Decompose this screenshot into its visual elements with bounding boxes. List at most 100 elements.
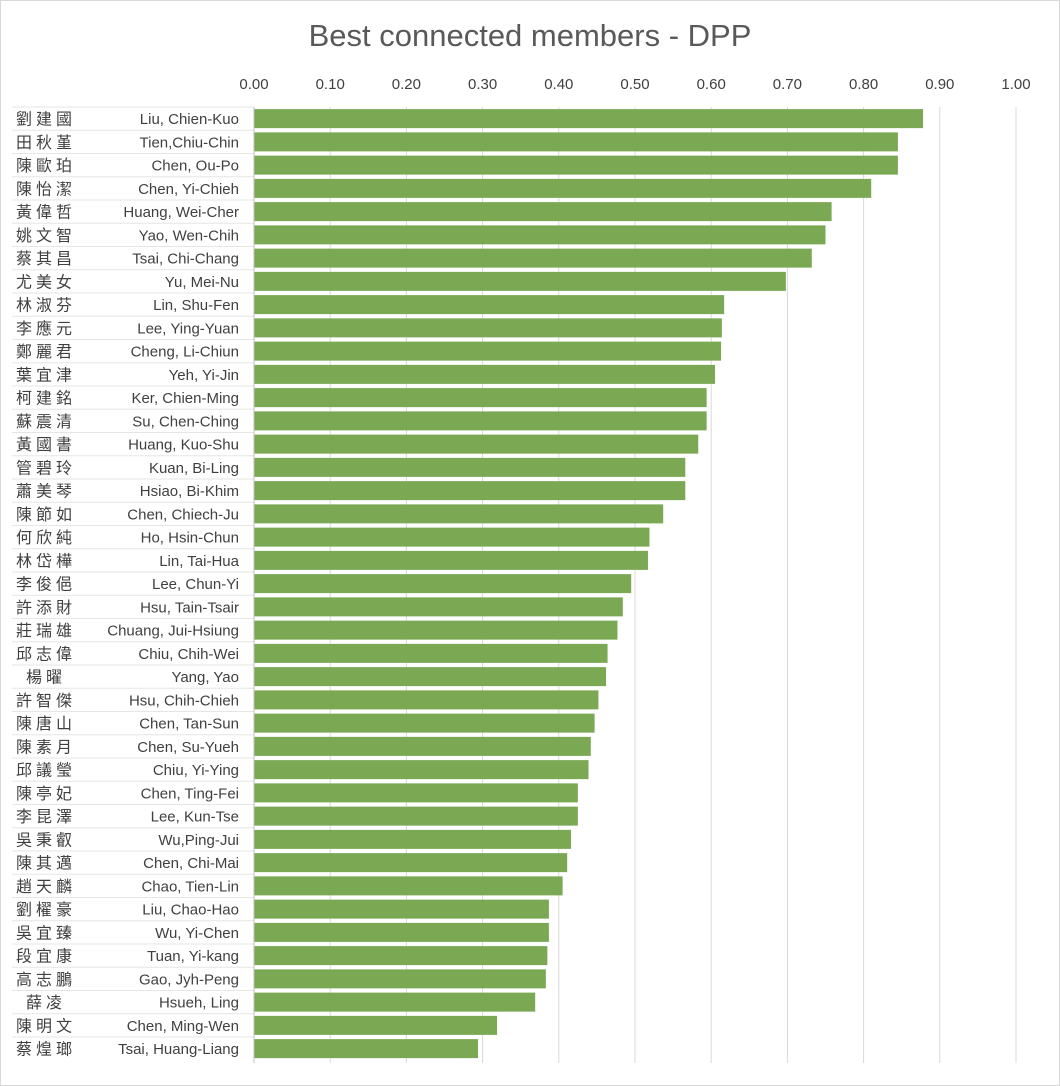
chinese-name-label: 姚文智	[16, 226, 76, 245]
category-label: Tsai, Huang-Liang	[118, 1041, 239, 1058]
chinese-name-label: 蔡其昌	[16, 249, 76, 268]
category-label: Lee, Kun-Tse	[151, 809, 239, 826]
bar	[254, 853, 568, 873]
chinese-name-label: 許智傑	[16, 691, 76, 710]
category-label: Huang, Kuo-Shu	[128, 437, 239, 454]
chinese-name-label: 黃偉哲	[16, 203, 76, 222]
category-label: Chen, Tan-Sun	[139, 716, 239, 733]
bar	[254, 132, 898, 152]
category-label: Chen, Yi-Chieh	[138, 181, 239, 198]
chinese-name-label: 何欣純	[16, 528, 76, 547]
x-tick-label: 0.10	[316, 76, 345, 93]
category-label: Hsiao, Bi-Khim	[140, 483, 239, 500]
chinese-name-label: 林淑芬	[16, 296, 76, 315]
category-label: Lin, Tai-Hua	[159, 553, 239, 570]
chinese-name-label: 鄭麗君	[16, 342, 76, 361]
bar	[254, 829, 571, 849]
bar	[254, 574, 632, 594]
chinese-name-label: 蘇震清	[16, 412, 76, 431]
category-label: Lin, Shu-Fen	[153, 297, 239, 314]
chinese-name-label: 陳歐珀	[16, 156, 76, 175]
bar	[254, 899, 549, 919]
chinese-name-label: 蕭美琴	[16, 482, 76, 501]
chinese-name-label: 葉宜津	[16, 365, 76, 384]
bar	[254, 341, 722, 361]
chinese-name-labels: 劉建國田秋堇陳歐珀陳怡潔黃偉哲姚文智蔡其昌尤美女林淑芬李應元鄭麗君葉宜津柯建銘蘇…	[16, 110, 76, 1059]
bar	[254, 109, 924, 129]
chinese-name-label: 黃國書	[16, 435, 76, 454]
bar	[254, 155, 898, 175]
chinese-name-label: 陳其邁	[16, 854, 76, 873]
bar	[254, 481, 686, 501]
chinese-name-label: 尤美女	[16, 272, 76, 291]
bar	[254, 643, 608, 663]
category-label: Chen, Chi-Mai	[143, 855, 239, 872]
chinese-name-label: 陳怡潔	[16, 179, 76, 198]
bar	[254, 597, 623, 617]
chinese-name-label: 吳秉叡	[16, 830, 76, 849]
chinese-name-label: 薛凌	[26, 993, 66, 1012]
bar	[254, 736, 591, 756]
bar	[254, 364, 716, 384]
x-tick-label: 0.60	[697, 76, 726, 93]
category-label: Cheng, Li-Chiun	[131, 344, 239, 361]
chinese-name-label: 邱議瑩	[16, 761, 76, 780]
category-label: Ker, Chien-Ming	[131, 390, 239, 407]
bar	[254, 620, 618, 640]
category-label: Liu, Chao-Hao	[142, 902, 239, 919]
chinese-name-label: 田秋堇	[16, 133, 76, 152]
category-label: Lee, Chun-Yi	[152, 576, 239, 593]
bars	[254, 109, 924, 1059]
x-axis-tick-labels: 0.00 0.10 0.20 0.30 0.40 0.50 0.60 0.70 0.80 0.90…	[239, 76, 1030, 93]
x-tick-label: 1.00	[1001, 76, 1030, 93]
bar	[254, 690, 599, 710]
bar	[254, 457, 686, 477]
category-label: Hsu, Chih-Chieh	[129, 692, 239, 709]
category-label: Su, Chen-Ching	[132, 413, 239, 430]
chinese-name-label: 李應元	[16, 319, 76, 338]
bar	[254, 992, 536, 1012]
chinese-name-label: 林岱樺	[16, 551, 76, 570]
category-label: Hsu, Tain-Tsair	[140, 599, 239, 616]
bar	[254, 667, 607, 687]
bar	[254, 248, 812, 268]
x-tick-label: 0.50	[620, 76, 649, 93]
x-tick-label: 0.40	[544, 76, 573, 93]
x-tick-label: 0.20	[392, 76, 421, 93]
chinese-name-label: 陳亭妃	[16, 784, 76, 803]
category-label: Yu, Mei-Nu	[165, 274, 239, 291]
chart-title: Best connected members - DPP	[308, 18, 752, 53]
category-label: Tien,Chiu-Chin	[140, 134, 240, 151]
category-labels: Liu, Chien-Kuo Tien,Chiu-Chin Chen, Ou-Po C…	[12, 106, 254, 1058]
category-label: Lee, Ying-Yuan	[137, 320, 239, 337]
category-label: Chiu, Chih-Wei	[138, 646, 239, 663]
chinese-name-label: 莊瑞雄	[16, 621, 76, 640]
chinese-name-label: 劉建國	[16, 110, 76, 129]
category-label: Chen, Su-Yueh	[137, 739, 239, 756]
category-label: Yang, Yao	[171, 669, 239, 686]
bar	[254, 806, 578, 826]
category-label: Wu, Yi-Chen	[155, 925, 239, 942]
bar	[254, 969, 546, 989]
chinese-name-label: 李俊俋	[16, 575, 76, 594]
bar	[254, 946, 548, 966]
bar	[254, 760, 589, 780]
category-label: Chiu, Yi-Ying	[153, 762, 239, 779]
category-label: Chen, Ting-Fei	[141, 785, 239, 802]
bar	[254, 550, 648, 570]
chinese-name-label: 吳宜臻	[16, 923, 76, 942]
chinese-name-label: 段宜康	[16, 947, 76, 966]
category-label: Chen, Ming-Wen	[127, 1018, 239, 1035]
bar	[254, 202, 832, 222]
bar	[254, 225, 826, 245]
category-label: Chen, Ou-Po	[151, 158, 239, 175]
category-label: Chao, Tien-Lin	[141, 878, 239, 895]
bar	[254, 527, 650, 547]
chinese-name-label: 陳素月	[16, 737, 76, 756]
category-label: Yeh, Yi-Jin	[169, 367, 239, 384]
category-label: Wu,Ping-Jui	[158, 832, 239, 849]
chinese-name-label: 管碧玲	[16, 458, 76, 477]
category-label: Chuang, Jui-Hsiung	[107, 623, 239, 640]
category-label: Huang, Wei-Cher	[123, 204, 239, 221]
chinese-name-label: 李昆澤	[16, 807, 76, 826]
